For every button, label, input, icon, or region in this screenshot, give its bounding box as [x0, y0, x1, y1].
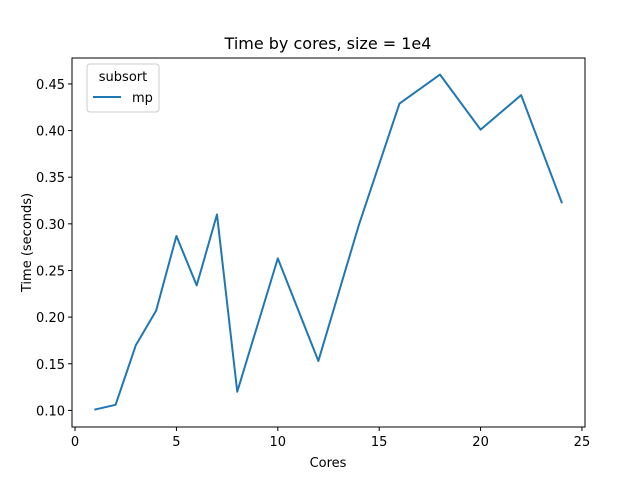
y-tick-label: 0.30: [36, 218, 65, 233]
x-axis-label: Cores: [310, 456, 347, 471]
y-axis-label: Time (seconds): [20, 193, 35, 293]
series-line-mp: [94, 73, 563, 411]
y-axis: 0.10 0.15 0.20 0.25 0.30 0.35 0.40 0.45: [36, 78, 72, 419]
chart-title: Time by cores, size = 1e4: [224, 34, 432, 53]
x-axis: 0 5 10 15 20 25: [71, 427, 590, 450]
y-tick-label: 0.35: [36, 171, 65, 186]
x-tick-label: 5: [172, 435, 180, 450]
y-tick-label: 0.20: [36, 311, 65, 326]
x-tick-label: 25: [574, 435, 591, 450]
legend-title: subsort: [99, 70, 147, 85]
x-tick-label: 0: [71, 435, 79, 450]
plot-frame: [71, 57, 586, 428]
legend-label-mp: mp: [132, 91, 153, 106]
x-tick-label: 20: [472, 435, 489, 450]
y-tick-label: 0.45: [36, 78, 65, 93]
x-tick-label: 10: [270, 435, 287, 450]
series-layer: [94, 73, 563, 411]
y-tick-label: 0.25: [36, 264, 65, 279]
legend: subsort mp: [86, 63, 160, 113]
legend-box: [86, 63, 160, 113]
x-tick-label: 15: [371, 435, 388, 450]
y-tick-label: 0.10: [36, 404, 65, 419]
y-tick-label: 0.40: [36, 125, 65, 140]
y-tick-label: 0.15: [36, 358, 65, 373]
